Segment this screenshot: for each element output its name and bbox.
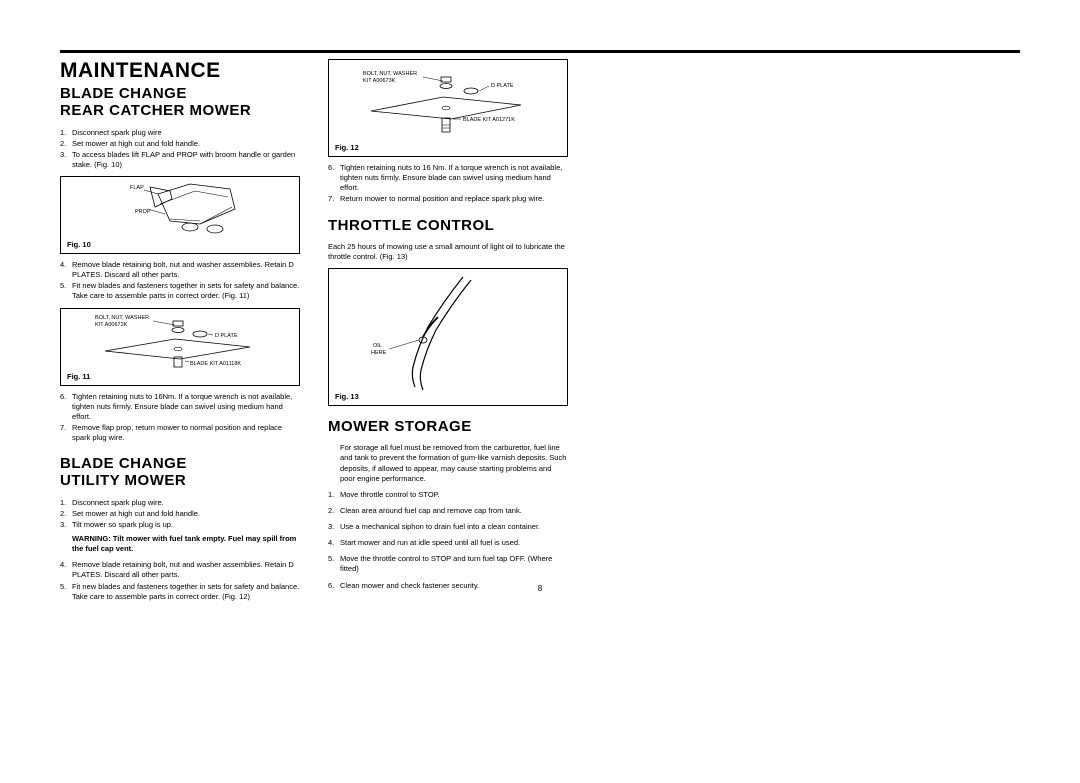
fig13-label: Fig. 13	[335, 392, 359, 401]
list-item: Set mower at high cut and fold handle.	[60, 139, 300, 149]
figure-12: BOLT, NUT, WASHER KIT A00673K D PLATE BL…	[328, 59, 568, 157]
figure-11: BOLT, NUT, WASHER KIT A00672K D PLATE BL…	[60, 308, 300, 386]
figure-13: OIL HERE Fig. 13	[328, 268, 568, 406]
list-item: Start mower and run at idle speed until …	[328, 538, 568, 548]
figure-12-drawing: BOLT, NUT, WASHER KIT A00673K D PLATE BL…	[333, 64, 563, 152]
list-item: Tighten retaining nuts to 16 Nm. If a to…	[328, 163, 568, 193]
section2-steps-a: Disconnect spark plug wire. Set mower at…	[60, 498, 300, 530]
fig10-flap-label: FLAP	[130, 185, 144, 191]
list-item: To access blades lift FLAP and PROP with…	[60, 150, 300, 170]
list-item: Remove flap prop, return mower to normal…	[60, 423, 300, 443]
fig12-blade-label: BLADE KIT A01271K	[463, 117, 515, 123]
figure-13-drawing: OIL HERE	[333, 273, 563, 401]
section2-steps-b: Remove blade retaining bolt, nut and was…	[60, 560, 300, 602]
list-item: Fit new blades and fasteners together in…	[60, 281, 300, 301]
fig12-kit-label: BOLT, NUT, WASHER	[363, 71, 417, 77]
warning-text: WARNING: Tilt mower with fuel tank empty…	[60, 534, 300, 554]
section5-title: MOWER STORAGE	[328, 418, 568, 435]
list-item: Clean area around fuel cap and remove ca…	[328, 506, 568, 516]
two-column-layout: MAINTENANCE BLADE CHANGE REAR CATCHER MO…	[60, 59, 1020, 603]
section4-title: THROTTLE CONTROL	[328, 217, 568, 234]
section1-title: BLADE CHANGE REAR CATCHER MOWER	[60, 85, 300, 120]
list-item: Remove blade retaining bolt, nut and was…	[60, 260, 300, 280]
section2-title: BLADE CHANGE UTILITY MOWER	[60, 455, 300, 490]
right-column: BOLT, NUT, WASHER KIT A00673K D PLATE BL…	[328, 59, 568, 603]
list-item: Disconnect spark plug wire.	[60, 498, 300, 508]
manual-page: MAINTENANCE BLADE CHANGE REAR CATCHER MO…	[60, 50, 1020, 603]
fig12-dplate-label: D PLATE	[491, 83, 514, 89]
figure-10-drawing: FLAP PROP	[65, 181, 295, 249]
section3-steps: Tighten retaining nuts to 16 Nm. If a to…	[328, 163, 568, 205]
section5-steps: Move throttle control to STOP. Clean are…	[328, 490, 568, 591]
fig11-kit-label: BOLT, NUT, WASHER	[95, 315, 149, 321]
list-item: Use a mechanical siphon to drain fuel in…	[328, 522, 568, 532]
section1-steps-c: Tighten retaining nuts to 16Nm. If a tor…	[60, 392, 300, 444]
list-item: Return mower to normal position and repl…	[328, 194, 568, 204]
section4-intro: Each 25 hours of mowing use a small amou…	[328, 242, 568, 262]
page-number: 8	[60, 584, 1020, 593]
fig11-dplate-label: D PLATE	[215, 333, 238, 339]
fig11-blade-label: BLADE KIT A01118K	[190, 361, 241, 367]
figure-10: FLAP PROP Fig. 10	[60, 176, 300, 254]
fig10-prop-label: PROP	[135, 209, 151, 215]
section1-steps-b: Remove blade retaining bolt, nut and was…	[60, 260, 300, 302]
section5-intro: For storage all fuel must be removed fro…	[328, 443, 568, 484]
list-item: Move throttle control to STOP.	[328, 490, 568, 500]
figure-11-drawing: BOLT, NUT, WASHER KIT A00672K D PLATE BL…	[65, 313, 295, 381]
list-item: Remove blade retaining bolt, nut and was…	[60, 560, 300, 580]
fig11-kit-label2: KIT A00672K	[95, 322, 128, 328]
list-item: Set mower at high cut and fold handle.	[60, 509, 300, 519]
main-heading: MAINTENANCE	[60, 59, 300, 83]
list-item: Tighten retaining nuts to 16Nm. If a tor…	[60, 392, 300, 422]
fig12-kit-label2: KIT A00673K	[363, 78, 396, 84]
list-item: Move the throttle control to STOP and tu…	[328, 554, 568, 574]
fig10-label: Fig. 10	[67, 240, 91, 249]
left-column: MAINTENANCE BLADE CHANGE REAR CATCHER MO…	[60, 59, 300, 603]
section1-steps-a: Disconnect spark plug wire Set mower at …	[60, 128, 300, 171]
list-item: Tilt mower so spark plug is up.	[60, 520, 300, 530]
fig13-oil-label1: OIL	[373, 343, 382, 349]
list-item: Disconnect spark plug wire	[60, 128, 300, 138]
fig13-oil-label2: HERE	[371, 350, 387, 356]
fig12-label: Fig. 12	[335, 143, 359, 152]
fig11-label: Fig. 11	[67, 372, 90, 381]
top-divider	[60, 50, 1020, 53]
